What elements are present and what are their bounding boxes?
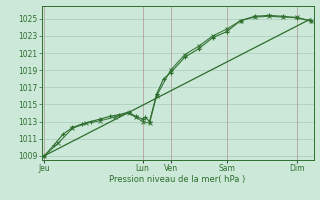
X-axis label: Pression niveau de la mer( hPa ): Pression niveau de la mer( hPa ) (109, 175, 246, 184)
